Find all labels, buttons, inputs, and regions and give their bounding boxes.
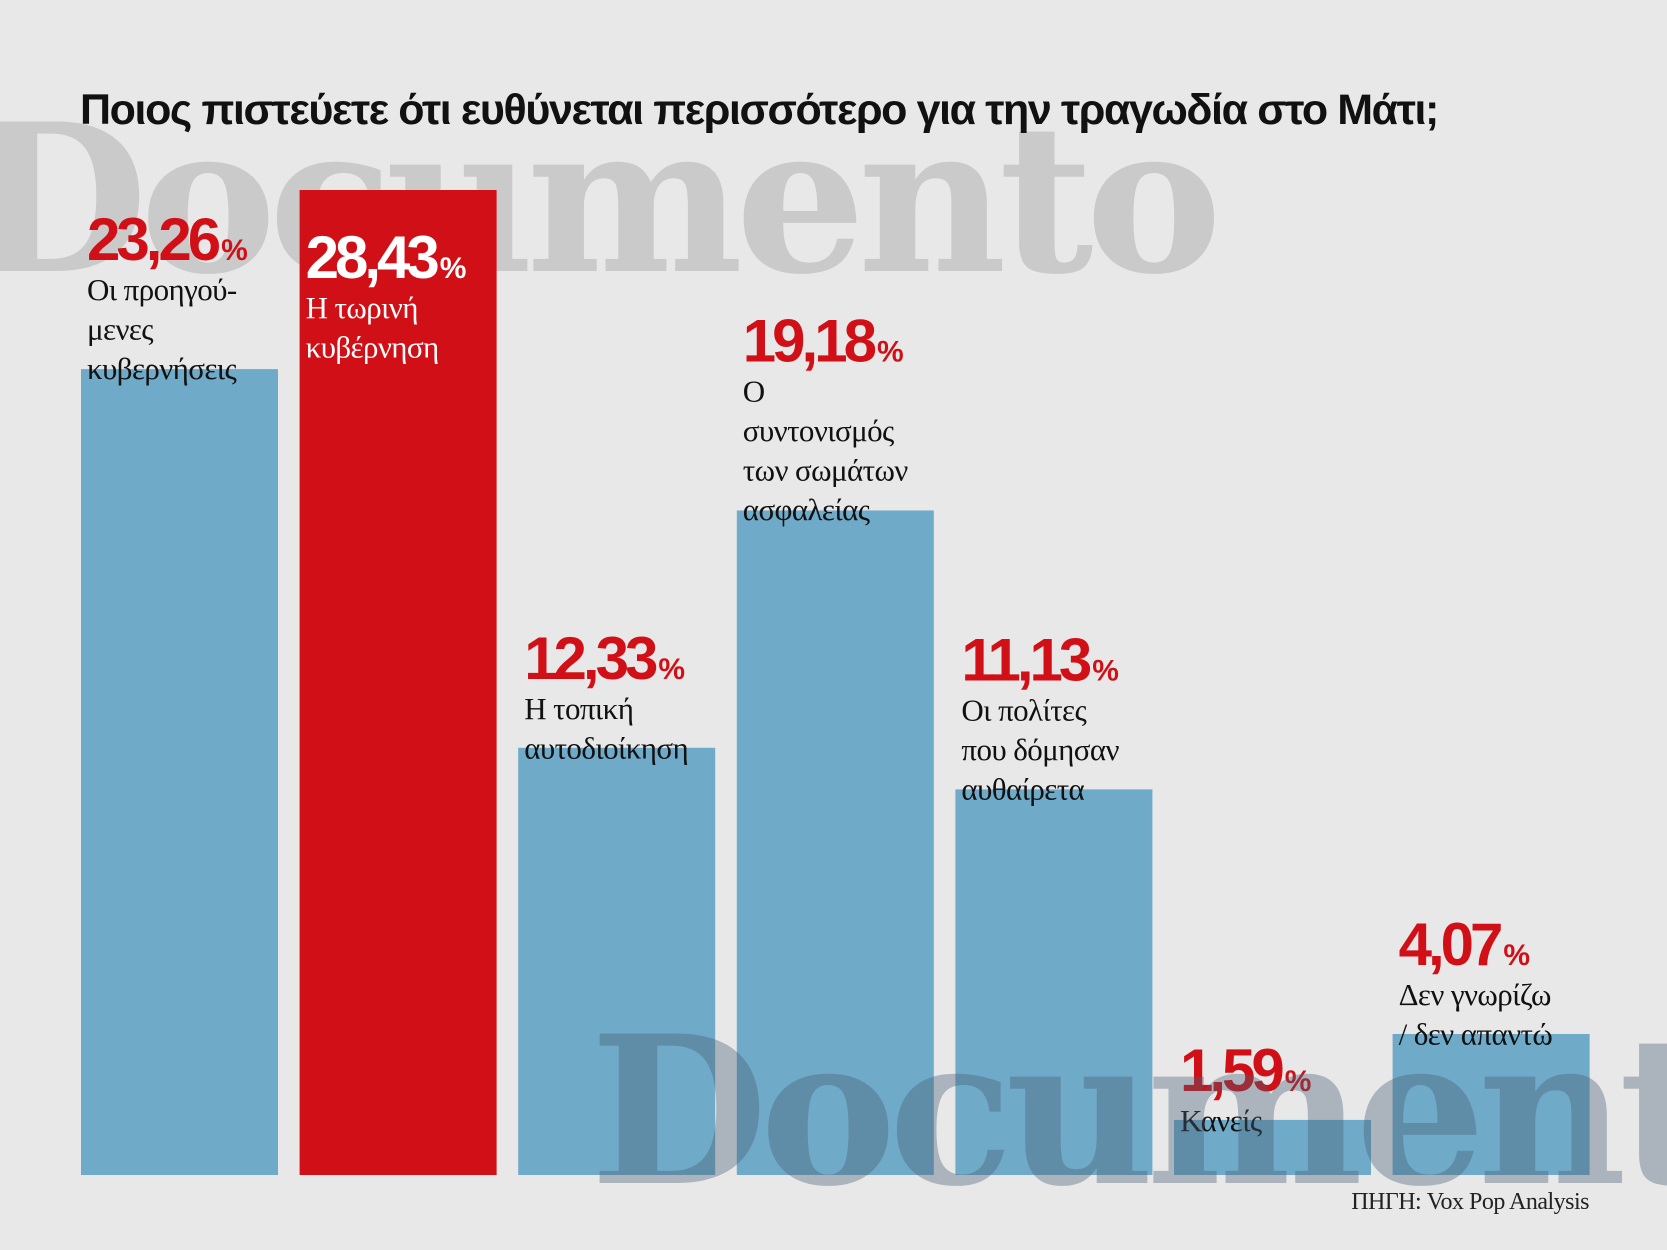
- percent-sign: %: [1503, 939, 1530, 972]
- bar: [518, 747, 716, 1175]
- category-label: Οι πολίτες: [961, 692, 1086, 727]
- data-label: 23,26%: [87, 206, 248, 273]
- category-label: των σωμάτων: [743, 452, 908, 487]
- bar-group: 11,13 %Οι πολίτες που δόμησαν αυθαίρετα: [955, 626, 1153, 1175]
- data-label: 12,33%: [524, 625, 685, 692]
- percent-sign: %: [1092, 654, 1119, 687]
- category-label: Οι προηγού-: [87, 272, 237, 307]
- data-label: 19,18%: [743, 307, 904, 374]
- bar: [1392, 1033, 1590, 1175]
- category-label: Η τοπική: [524, 691, 633, 726]
- category-label: μενες: [87, 312, 153, 347]
- percent-sign: %: [440, 252, 467, 285]
- category-label: Ο: [743, 373, 765, 408]
- category-label: που δόμησαν: [961, 732, 1119, 767]
- category-label: αυτοδιοίκηση: [524, 730, 688, 765]
- category-label: κυβέρνηση: [306, 330, 439, 365]
- bar: [81, 369, 278, 1175]
- bar: [955, 789, 1153, 1175]
- data-label: 11,13%: [961, 626, 1119, 693]
- bar-group: 1,59 %Κανείς: [1174, 1037, 1371, 1175]
- category-label: / δεν απαντώ: [1399, 1016, 1553, 1051]
- category-label: Η τωρινή: [306, 290, 418, 325]
- bar: [1174, 1119, 1371, 1175]
- bar-group: 12,33 %Η τοπική αυτοδιοίκηση: [518, 625, 716, 1175]
- category-label: ασφαλείας: [743, 492, 870, 527]
- bar-group: 23,26 %Οι προηγού-μενες κυβερνήσεις: [81, 206, 278, 1175]
- category-label: Δεν γνωρίζω: [1399, 977, 1551, 1012]
- data-label: 1,59%: [1180, 1037, 1311, 1104]
- category-label: κυβερνήσεις: [87, 351, 237, 386]
- data-label: 4,07%: [1399, 911, 1530, 978]
- bar: [736, 510, 934, 1176]
- bar-group: 4,07 %Δεν γνωρίζω / δεν απαντώ: [1392, 911, 1590, 1175]
- percent-sign: %: [877, 335, 904, 368]
- percent-sign: %: [1285, 1065, 1312, 1098]
- percent-sign: %: [658, 653, 685, 686]
- chart-title: Ποιος πιστεύετε ότι ευθύνεται περισσότερ…: [80, 86, 1439, 134]
- source-note: ΠΗΓΗ: Vox Pop Analysis: [1351, 1189, 1589, 1215]
- bar: [299, 190, 497, 1175]
- percent-sign: %: [221, 234, 248, 267]
- category-label: αυθαίρετα: [961, 771, 1084, 806]
- category-label: Κανείς: [1180, 1103, 1262, 1138]
- category-label: συντονισμός: [743, 413, 894, 448]
